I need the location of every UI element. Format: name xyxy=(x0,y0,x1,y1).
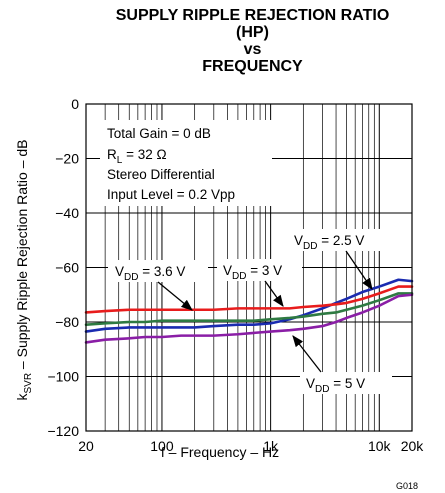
legend-label-vdd-3-bg xyxy=(217,259,302,281)
legend-label-vdd-3-6-pre: V xyxy=(115,264,124,279)
legend-label-vdd-5-text: VDD = 5 V xyxy=(306,376,365,395)
legend-label-vdd-5-sub: DD xyxy=(315,384,329,395)
y-tick-label: −120 xyxy=(47,423,79,439)
condition-input: Input Level = 0.2 Vpp xyxy=(107,187,235,202)
plot-frame xyxy=(85,103,413,432)
legend-label-vdd-3-pre: V xyxy=(223,263,232,278)
x-tick-label: 20 xyxy=(78,438,94,454)
y-axis-label: kSVR – Supply Ripple Rejection Ratio – d… xyxy=(14,139,34,400)
x-tick-label: 10k xyxy=(368,438,392,454)
legend-label-vdd-3-text: VDD = 3 V xyxy=(223,263,282,282)
condition-load-r: R xyxy=(107,147,117,162)
series-line-1 xyxy=(84,278,414,333)
legend-label-vdd-3-6-bg xyxy=(108,260,208,282)
y-tick-label: −20 xyxy=(55,151,79,167)
legend-label-vdd-2-5-sub: DD xyxy=(303,241,317,252)
condition-load-sub: L xyxy=(117,155,123,166)
series-line-4 xyxy=(84,293,414,344)
legend-label-vdd-2-5-text: VDD = 2.5 V xyxy=(294,233,364,252)
y-tick-label: −80 xyxy=(55,314,79,330)
condition-mode: Stereo Differential xyxy=(107,167,215,182)
condition-load: RL = 32 Ω xyxy=(107,147,167,166)
chart-title-line-2: (HP) xyxy=(236,24,269,41)
chart-title-line-1: SUPPLY RIPPLE REJECTION RATIO xyxy=(115,7,390,24)
legend-label-vdd-2-5-pre: V xyxy=(294,233,303,248)
legend-label-vdd-5: VDD = 5 V xyxy=(300,372,392,395)
x-tick-label: 1k xyxy=(263,438,279,454)
y-tick-label: 0 xyxy=(71,96,79,112)
y-axis-label-pre: k xyxy=(14,393,30,401)
series-line-2 xyxy=(84,285,414,314)
legend-label-vdd-2-5: VDD = 2.5 V xyxy=(287,229,387,252)
y-axis-label-post: – Supply Ripple Rejection Ratio – dB xyxy=(14,139,30,372)
x-axis-label: f – Frequency – Hz xyxy=(161,444,279,460)
chart-title-line-4: FREQUENCY xyxy=(202,58,303,75)
y-tick-labels: 0 −20 −40 −60 −80 −100 −120 xyxy=(47,96,79,439)
arrow-vdd-3-icon xyxy=(264,280,284,307)
y-tick-label: −40 xyxy=(55,205,79,221)
x-tick-label: 100 xyxy=(150,438,174,454)
arrow-vdd-3-6-icon xyxy=(157,281,193,311)
x-tick-label: 20k xyxy=(401,438,425,454)
legend-label-vdd-3: VDD = 3 V xyxy=(217,259,302,282)
series-lines xyxy=(84,278,414,344)
chart-title: SUPPLY RIPPLE REJECTION RATIO (HP) vs FR… xyxy=(0,7,445,75)
x-tick-labels: 20 100 1k 10k 20k xyxy=(78,438,424,454)
legend-label-vdd-5-pre: V xyxy=(306,376,315,391)
legend-label-vdd-3-6-text: VDD = 3.6 V xyxy=(115,264,185,283)
legend-label-vdd-3-sub: DD xyxy=(232,271,246,282)
y-tick-label: −60 xyxy=(55,260,79,276)
y-axis-label-sub: SVR xyxy=(23,373,34,394)
legend-label-vdd-2-5-bg xyxy=(287,229,387,251)
annotation-arrows xyxy=(157,250,373,373)
legend-label-vdd-5-post: = 5 V xyxy=(329,376,365,391)
condition-gain: Total Gain = 0 dB xyxy=(107,126,211,141)
legend-label-vdd-3-6-post: = 3.6 V xyxy=(138,264,185,279)
legend-label-vdd-2-5-post: = 2.5 V xyxy=(317,233,364,248)
legend-label-vdd-3-6: VDD = 3.6 V xyxy=(108,260,208,283)
series-line-3 xyxy=(84,292,414,327)
figure-code: G018 xyxy=(396,481,418,491)
condition-load-value: = 32 Ω xyxy=(122,147,166,162)
chart-title-line-3: vs xyxy=(243,41,262,58)
legend-label-vdd-5-bg xyxy=(300,372,392,394)
y-tick-label: −100 xyxy=(47,369,79,385)
arrow-vdd-2-5-icon xyxy=(345,250,373,290)
arrow-vdd-5-icon xyxy=(292,335,322,373)
conditions-box xyxy=(100,120,272,206)
legend-label-vdd-3-post: = 3 V xyxy=(246,263,282,278)
legend-label-vdd-3-6-sub: DD xyxy=(124,272,138,283)
